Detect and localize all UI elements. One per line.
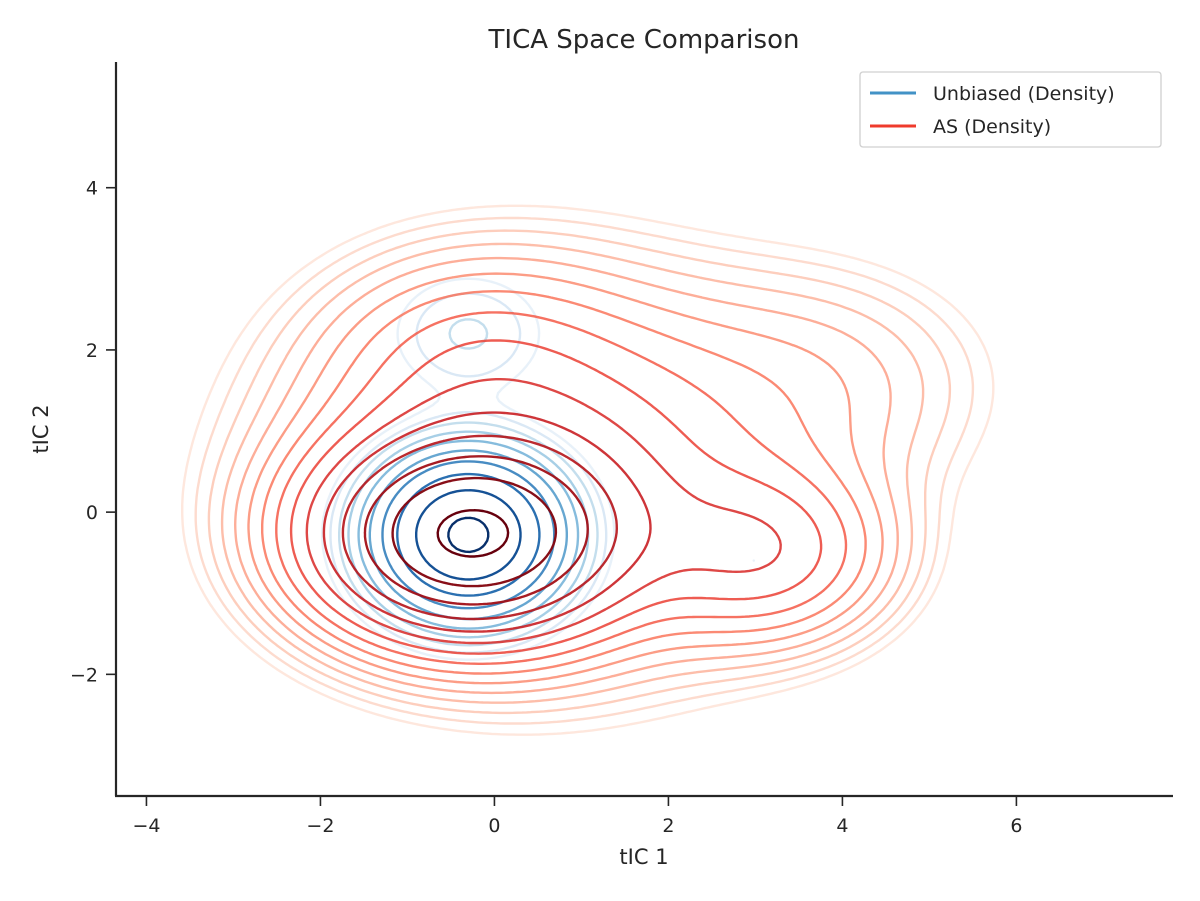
y-axis-label: tIC 2 bbox=[29, 404, 53, 453]
y-tick-label: 4 bbox=[86, 178, 98, 200]
contour-line bbox=[275, 311, 848, 665]
contour-series-1 bbox=[181, 204, 995, 736]
contour-line bbox=[436, 509, 510, 558]
contour-line bbox=[415, 489, 522, 581]
x-tick-label: −4 bbox=[132, 815, 160, 837]
y-tick-label: −2 bbox=[70, 664, 98, 686]
y-tick-label: 0 bbox=[86, 502, 98, 524]
y-axis-ticks: −2 0 2 4 bbox=[70, 178, 116, 686]
legend: Unbiased (Density) AS (Density) bbox=[859, 71, 1162, 148]
contour-line bbox=[322, 411, 652, 633]
contour-line bbox=[181, 204, 995, 736]
contour-line bbox=[220, 242, 925, 704]
contour-line bbox=[357, 439, 580, 630]
contour-line bbox=[261, 290, 867, 675]
contour-line bbox=[234, 256, 899, 695]
x-axis-label: tIC 1 bbox=[619, 845, 668, 869]
x-tick-label: 0 bbox=[488, 815, 500, 837]
y-tick-label: 2 bbox=[86, 340, 98, 362]
contour-line bbox=[447, 516, 490, 554]
contour-line bbox=[305, 378, 782, 645]
contour-line bbox=[289, 339, 823, 655]
x-tick-label: 4 bbox=[836, 815, 848, 837]
contour-line bbox=[381, 460, 556, 610]
x-axis-ticks: −4 −2 0 2 4 6 bbox=[132, 796, 1022, 837]
x-tick-label: 6 bbox=[1010, 815, 1022, 837]
x-tick-label: −2 bbox=[306, 815, 334, 837]
chart-title: TICA Space Comparison bbox=[488, 25, 800, 55]
legend-label-as: AS (Density) bbox=[933, 116, 1051, 138]
contour-line bbox=[391, 476, 558, 588]
legend-label-unbiased: Unbiased (Density) bbox=[933, 83, 1115, 105]
contour-plot-area bbox=[181, 204, 995, 736]
contour-line bbox=[207, 229, 952, 715]
contour-line bbox=[247, 272, 884, 685]
contour-line bbox=[341, 434, 618, 621]
contour-line bbox=[363, 455, 589, 606]
x-tick-label: 2 bbox=[662, 815, 674, 837]
legend-box bbox=[859, 71, 1162, 148]
contour-line bbox=[194, 216, 975, 725]
contour-line bbox=[321, 277, 755, 661]
